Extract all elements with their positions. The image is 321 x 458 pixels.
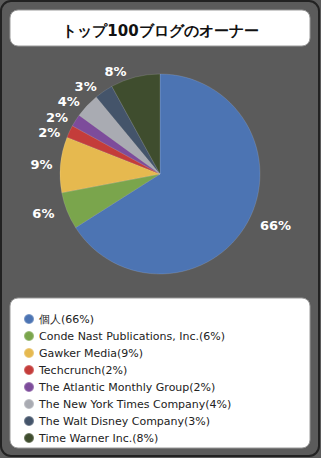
svg-text:The Walt Disney Company(3%): The Walt Disney Company(3%)	[38, 415, 210, 428]
svg-text:8%: 8%	[105, 64, 127, 79]
svg-text:2%: 2%	[38, 125, 60, 140]
svg-text:個人(66%): 個人(66%)	[39, 313, 94, 326]
svg-text:Techcrunch(2%): Techcrunch(2%)	[38, 364, 127, 377]
svg-text:3%: 3%	[75, 79, 97, 94]
svg-text:Gawker Media(9%): Gawker Media(9%)	[39, 347, 143, 360]
svg-text:Time Warner Inc.(8%): Time Warner Inc.(8%)	[38, 432, 158, 445]
svg-text:Conde Nast Publications, Inc.(: Conde Nast Publications, Inc.(6%)	[39, 330, 225, 343]
svg-text:6%: 6%	[32, 206, 54, 221]
svg-text:9%: 9%	[30, 157, 52, 172]
svg-text:トップ100ブログのオーナー: トップ100ブログのオーナー	[62, 22, 258, 40]
svg-text:66%: 66%	[260, 218, 291, 233]
svg-text:The New York Times Company(4%): The New York Times Company(4%)	[38, 398, 231, 411]
svg-text:4%: 4%	[58, 94, 80, 109]
svg-text:2%: 2%	[46, 110, 68, 125]
svg-text:The Atlantic Monthly Group(2%): The Atlantic Monthly Group(2%)	[38, 381, 215, 394]
